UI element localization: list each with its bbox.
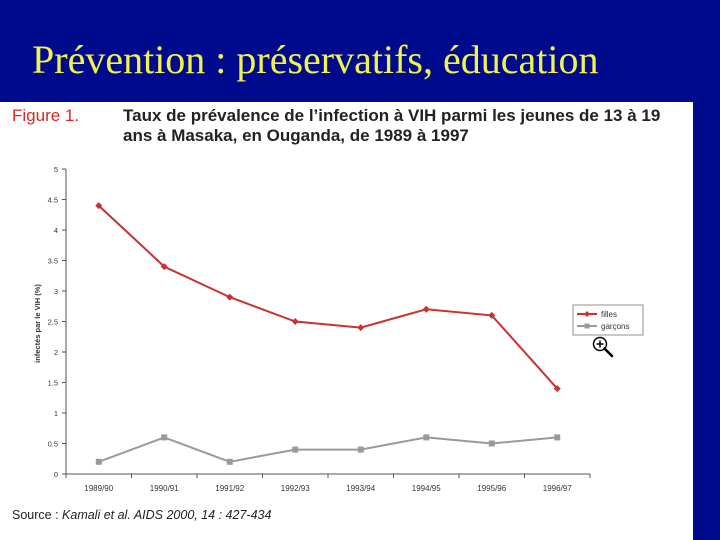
figure-label: Figure 1. [12,106,80,125]
data-point [554,434,561,441]
series-line-1 [98,436,558,463]
data-point [357,324,365,332]
legend-marker [584,323,590,329]
data-point [226,458,233,465]
y-tick-label: 4.5 [48,196,58,205]
y-tick-label: 3.5 [48,257,58,266]
data-point [160,263,168,271]
x-tick-label: 1995/96 [477,484,506,493]
data-point [357,446,364,453]
source-reference: Kamali et al. AIDS 2000, 14 : 427-434 [62,508,272,522]
figure-title: Taux de prévalence de l’infection à VIH … [123,106,661,145]
y-tick-label: 5 [54,165,58,174]
x-tick-label: 1989/90 [84,484,113,493]
x-tick-label: 1991/92 [215,484,244,493]
x-tick-label: 1990/91 [150,484,179,493]
legend-label: garçons [601,322,629,331]
source-citation: Source : Kamali et al. AIDS 2000, 14 : 4… [12,508,271,522]
y-tick-label: 4 [54,226,58,235]
data-point [161,434,168,441]
figure-panel: Figure 1. Taux de prévalence de l’infect… [0,102,693,540]
data-point [226,293,234,301]
x-tick-label: 1994/95 [412,484,441,493]
data-point [488,440,495,447]
source-prefix: Source : [12,508,63,522]
data-point [292,446,299,453]
x-tick-label: 1993/94 [346,484,375,493]
y-tick-label: 2 [54,348,58,357]
slide-title: Prévention : préservatifs, éducation [32,37,599,82]
magnifier-plus-icon[interactable] [592,336,614,358]
legend-label: filles [601,310,617,319]
y-tick-label: 2.5 [48,318,58,327]
y-axis-label: infectés par le VIH (%) [33,284,42,363]
y-tick-label: 0.5 [48,440,58,449]
x-tick-label: 1996/97 [543,484,572,493]
data-point [423,434,430,441]
prevalence-chart: 0 0.5 1 1.5 2 2.5 3 3.5 4 4.5 5 1989/90 1990/91 1991/… [33,165,644,493]
data-point [488,311,496,319]
series-line-0 [98,204,558,390]
y-tick-label: 1.5 [48,379,58,388]
legend-marker [584,311,590,317]
data-point [553,385,561,393]
x-tick-label: 1992/93 [281,484,310,493]
data-point [291,318,299,325]
y-tick-label: 0 [54,470,58,479]
legend-box [572,304,644,336]
data-point [422,305,430,313]
data-point [95,202,103,210]
y-tick-label: 3 [54,287,58,296]
data-point [95,458,102,465]
y-tick-label: 1 [54,409,58,418]
